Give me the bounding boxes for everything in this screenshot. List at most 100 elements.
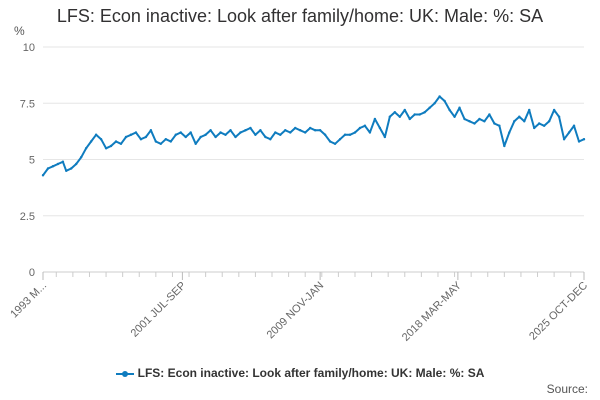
data-point	[562, 138, 566, 141]
data-point	[239, 131, 242, 134]
data-point	[61, 160, 65, 163]
data-point	[294, 126, 297, 130]
data-point	[274, 131, 277, 134]
data-point	[428, 106, 431, 109]
data-point	[56, 162, 60, 166]
data-point	[557, 115, 561, 118]
data-point	[184, 135, 187, 139]
data-point	[358, 126, 362, 130]
legend[interactable]: LFS: Econ inactive: Look after family/ho…	[0, 366, 600, 380]
data-point	[194, 142, 197, 145]
source-label: Source:	[546, 382, 588, 396]
data-point	[383, 135, 387, 139]
data-point	[289, 131, 292, 134]
data-point	[214, 135, 217, 139]
data-point	[528, 108, 531, 112]
data-point	[368, 131, 372, 134]
axis-layer	[42, 272, 585, 280]
data-point	[388, 115, 392, 118]
data-point	[269, 138, 272, 141]
data-point	[338, 138, 342, 141]
data-point	[518, 115, 521, 118]
data-point	[363, 124, 367, 127]
x-tick-label: 2018 MAR-MAY	[400, 279, 465, 344]
data-point	[284, 129, 287, 132]
data-point	[448, 108, 451, 112]
data-point	[537, 122, 541, 125]
data-point	[398, 115, 401, 118]
data-point	[169, 140, 172, 143]
y-tick-label: 10	[23, 42, 35, 54]
data-point	[249, 126, 252, 130]
data-point	[508, 131, 511, 134]
data-point	[279, 133, 282, 136]
data-point	[84, 147, 88, 150]
data-point	[498, 124, 501, 127]
data-point	[259, 129, 262, 132]
data-point	[114, 140, 118, 143]
x-tick-label: 2001 JUL-SEP	[129, 280, 189, 340]
data-point	[308, 126, 312, 130]
data-point	[567, 131, 571, 134]
data-point	[149, 129, 153, 132]
data-point	[552, 108, 556, 112]
legend-label: LFS: Econ inactive: Look after family/ho…	[137, 366, 485, 380]
data-point	[353, 131, 357, 134]
data-point	[313, 129, 317, 132]
data-point	[254, 133, 257, 136]
data-point	[139, 138, 143, 141]
y-tick-label: 2.5	[20, 211, 35, 223]
data-point	[119, 142, 123, 145]
label-layer: 0 2.5 5 7.5 10 1993 M... 2001 JUL-SEP 2009 NOV-…	[8, 42, 590, 344]
data-point	[51, 165, 55, 168]
data-point	[403, 108, 406, 112]
data-point	[443, 99, 446, 103]
data-point	[244, 129, 247, 132]
data-point	[473, 122, 476, 125]
data-point	[299, 129, 302, 132]
data-point	[199, 135, 202, 139]
data-point	[468, 120, 471, 123]
data-point	[46, 167, 50, 170]
data-point	[234, 135, 237, 139]
y-tick-label: 0	[29, 267, 35, 279]
x-tick-label: 2009 NOV-JAN	[265, 280, 327, 342]
data-point	[219, 131, 222, 134]
data-point	[209, 129, 212, 132]
data-point	[348, 133, 352, 136]
data-point	[453, 115, 456, 118]
data-point	[134, 131, 138, 134]
data-point	[582, 138, 586, 141]
data-point	[65, 169, 68, 172]
data-point	[333, 142, 337, 145]
data-point	[164, 138, 168, 141]
data-point	[99, 138, 103, 141]
data-point	[70, 167, 73, 170]
data-point	[174, 133, 177, 136]
data-point	[572, 124, 576, 127]
legend-series-icon	[115, 369, 134, 379]
series-layer	[41, 95, 586, 177]
data-point	[343, 133, 347, 136]
data-point	[542, 124, 546, 127]
y-axis-unit: %	[14, 24, 25, 38]
data-point	[547, 120, 551, 123]
data-point	[304, 131, 307, 134]
data-point	[393, 111, 397, 114]
y-tick-label: 5	[29, 155, 35, 167]
data-point	[438, 95, 441, 98]
data-point	[408, 117, 411, 121]
data-point	[109, 144, 113, 148]
data-point	[523, 120, 526, 123]
data-point	[229, 129, 232, 132]
data-point	[577, 140, 581, 143]
data-point	[224, 133, 227, 136]
data-point	[179, 131, 182, 134]
data-point	[463, 117, 466, 121]
data-point	[373, 117, 377, 121]
data-point	[488, 113, 491, 116]
data-point	[41, 174, 45, 177]
data-point	[79, 156, 83, 159]
data-point	[204, 133, 207, 136]
data-point	[423, 111, 426, 114]
